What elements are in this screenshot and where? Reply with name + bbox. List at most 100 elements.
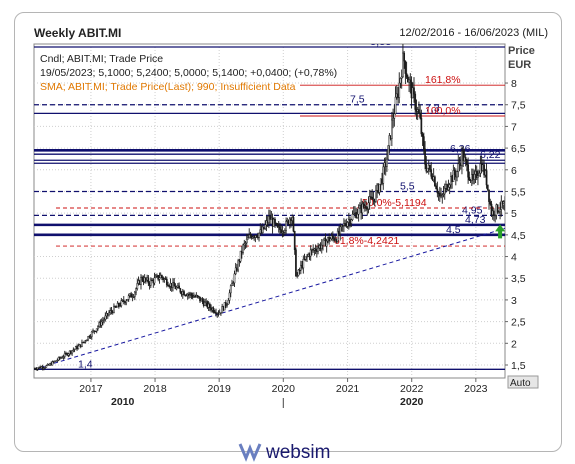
- chart-title: Weekly ABIT.MI: [34, 26, 122, 40]
- candle-body: [274, 219, 276, 224]
- candle-body: [352, 212, 355, 215]
- fib-label: 161,8%: [425, 74, 461, 86]
- level-label: 1,4: [78, 358, 93, 370]
- candle-body: [288, 218, 291, 225]
- candle-body: [82, 341, 85, 344]
- candle-body: [136, 283, 139, 289]
- candle-body: [147, 277, 150, 284]
- candle-body: [467, 164, 469, 178]
- decade-label: 2020: [400, 396, 424, 408]
- candle-body: [212, 307, 215, 313]
- candle-body: [233, 273, 236, 284]
- candle-body: [365, 206, 367, 209]
- auto-scale-button[interactable]: [507, 375, 539, 389]
- candle-body: [227, 300, 230, 305]
- candle-body: [190, 293, 193, 296]
- plot-area: [33, 43, 506, 379]
- candle-body: [438, 192, 441, 197]
- candle-body: [424, 148, 426, 165]
- candle-body: [249, 234, 252, 237]
- candle-body: [304, 256, 307, 260]
- candle-body: [399, 78, 402, 84]
- candle-body: [422, 136, 425, 150]
- candle-body: [115, 306, 118, 308]
- candle-body: [89, 336, 92, 338]
- info-line-3: SMA; ABIT.MI; Trade Price(Last); 990; In…: [40, 81, 296, 93]
- candle-body: [500, 200, 503, 210]
- candle-body: [473, 174, 476, 180]
- y-tick-label: 8: [511, 78, 517, 90]
- candle-body: [477, 175, 479, 179]
- candle-body: [55, 360, 57, 362]
- candle-body: [244, 242, 247, 244]
- horizontal-levels: 8,83 7,5 7,3 6,36 6,22 5,5 4,954,73 4,5 1,4: [34, 36, 505, 370]
- candle-body: [133, 291, 136, 297]
- info-line-2: 19/05/2023; 5,1000; 5,2400; 5,0000; 5,14…: [40, 67, 337, 79]
- candle-body: [403, 52, 406, 62]
- candle-body: [367, 202, 370, 210]
- x-tick-label: 2018: [143, 383, 167, 395]
- candle-body: [452, 170, 455, 182]
- candle-body: [204, 302, 206, 306]
- candle-body: [435, 185, 437, 190]
- candle-body: [243, 243, 246, 246]
- candle-body: [425, 164, 428, 172]
- candle-body: [296, 275, 299, 277]
- candle-body: [329, 238, 332, 242]
- candle-body: [279, 226, 281, 230]
- level-label: 8,83: [370, 36, 391, 48]
- candle-body: [443, 187, 446, 195]
- candle-body: [104, 315, 107, 320]
- candle-body: [420, 117, 423, 135]
- candle-body: [154, 275, 157, 279]
- y-tick-label: 2: [511, 338, 517, 350]
- candle-body: [378, 183, 381, 193]
- candle-body: [351, 213, 354, 221]
- y-tick-label: 3: [511, 295, 517, 307]
- candle-body: [72, 349, 75, 351]
- candle-body: [153, 277, 156, 284]
- candle-body: [368, 196, 371, 204]
- candle-body: [285, 221, 287, 231]
- y-tick-label: 3,5: [511, 273, 526, 285]
- candle-body: [317, 247, 319, 252]
- level-label: 6,22: [480, 149, 501, 161]
- candle-body: [52, 361, 55, 363]
- candle-body: [220, 312, 222, 314]
- candle-body: [197, 295, 200, 298]
- buy-arrow-icon: [495, 224, 505, 239]
- candle-body: [158, 277, 161, 280]
- candle-body: [297, 269, 300, 276]
- candle-body: [234, 267, 237, 275]
- candle-body: [149, 279, 152, 286]
- candle-body: [464, 157, 467, 161]
- candle-body: [109, 310, 112, 314]
- candle-body: [388, 135, 391, 146]
- candle-body: [57, 357, 60, 361]
- date-range: 12/02/2016 - 16/06/2023 (MIL): [399, 27, 548, 39]
- candle-body: [127, 295, 130, 300]
- candle-body: [426, 167, 429, 172]
- candle-body: [413, 87, 415, 95]
- candle-body: [333, 237, 335, 241]
- level-label: 5,5: [400, 180, 415, 192]
- candle-body: [490, 203, 493, 216]
- candle-body: [453, 170, 456, 175]
- candle-body: [108, 312, 110, 316]
- candle-body: [95, 328, 98, 332]
- candle-body: [392, 118, 394, 121]
- candle-body: [302, 258, 305, 269]
- trendline: [34, 227, 505, 370]
- candle-body: [247, 237, 249, 240]
- level-label: 6,36: [450, 143, 471, 155]
- currency-label: EUR: [508, 59, 531, 71]
- candle-body: [292, 217, 295, 232]
- candle-body: [325, 240, 328, 247]
- candle-body: [414, 93, 417, 110]
- candle-body: [361, 203, 364, 214]
- y-tick-label: 7: [511, 121, 517, 133]
- price-axis-label: Price: [508, 45, 535, 57]
- candle-body: [135, 288, 137, 293]
- x-tick-label: 2017: [79, 383, 103, 395]
